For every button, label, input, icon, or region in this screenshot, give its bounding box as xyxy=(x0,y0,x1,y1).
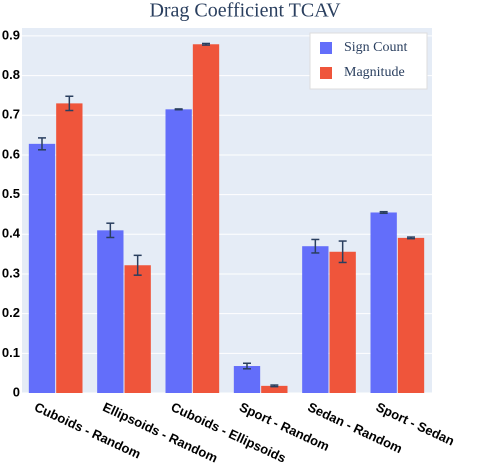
bar xyxy=(192,44,220,394)
legend-label: Magnitude xyxy=(344,65,405,80)
error-bar xyxy=(174,108,183,111)
error-bar xyxy=(311,238,320,254)
error-bar xyxy=(106,222,115,239)
y-tick-label: 0.7 xyxy=(2,107,20,122)
legend-label: Sign Count xyxy=(344,40,408,55)
y-tick-label: 0.9 xyxy=(2,27,20,42)
legend-swatch xyxy=(320,42,332,54)
y-tick-label: 0 xyxy=(13,384,20,399)
error-bar xyxy=(338,240,347,264)
bar xyxy=(302,246,329,393)
bar xyxy=(28,143,56,393)
x-tick-label: Ellipsoids - Random xyxy=(100,399,220,465)
error-bar xyxy=(407,236,415,240)
x-tick-label: Cuboids - Ellipsoids xyxy=(169,399,289,465)
error-bar xyxy=(133,254,142,276)
bar xyxy=(329,251,356,393)
error-bar xyxy=(270,384,279,388)
chart-title: Drag Coefficient TCAV xyxy=(149,0,341,22)
bar xyxy=(56,103,83,393)
y-tick-label: 0.6 xyxy=(2,146,20,161)
y-tick-label: 0.2 xyxy=(2,305,20,320)
error-bar xyxy=(379,210,388,215)
legend-swatch xyxy=(320,67,332,79)
bar xyxy=(97,230,124,393)
bar xyxy=(397,237,425,393)
error-bar xyxy=(243,362,251,370)
y-tick-label: 0.4 xyxy=(2,226,21,241)
y-tick-label: 0.3 xyxy=(2,265,20,280)
error-bar xyxy=(202,42,210,46)
bar xyxy=(165,109,192,394)
bar xyxy=(233,366,261,393)
bar xyxy=(370,212,397,393)
error-bar xyxy=(65,95,74,112)
y-tick-label: 0.5 xyxy=(2,186,20,201)
bar xyxy=(124,265,151,393)
error-bar xyxy=(38,137,46,151)
y-tick-label: 0.1 xyxy=(2,345,20,360)
bar xyxy=(261,385,288,393)
y-tick-label: 0.8 xyxy=(2,67,20,82)
